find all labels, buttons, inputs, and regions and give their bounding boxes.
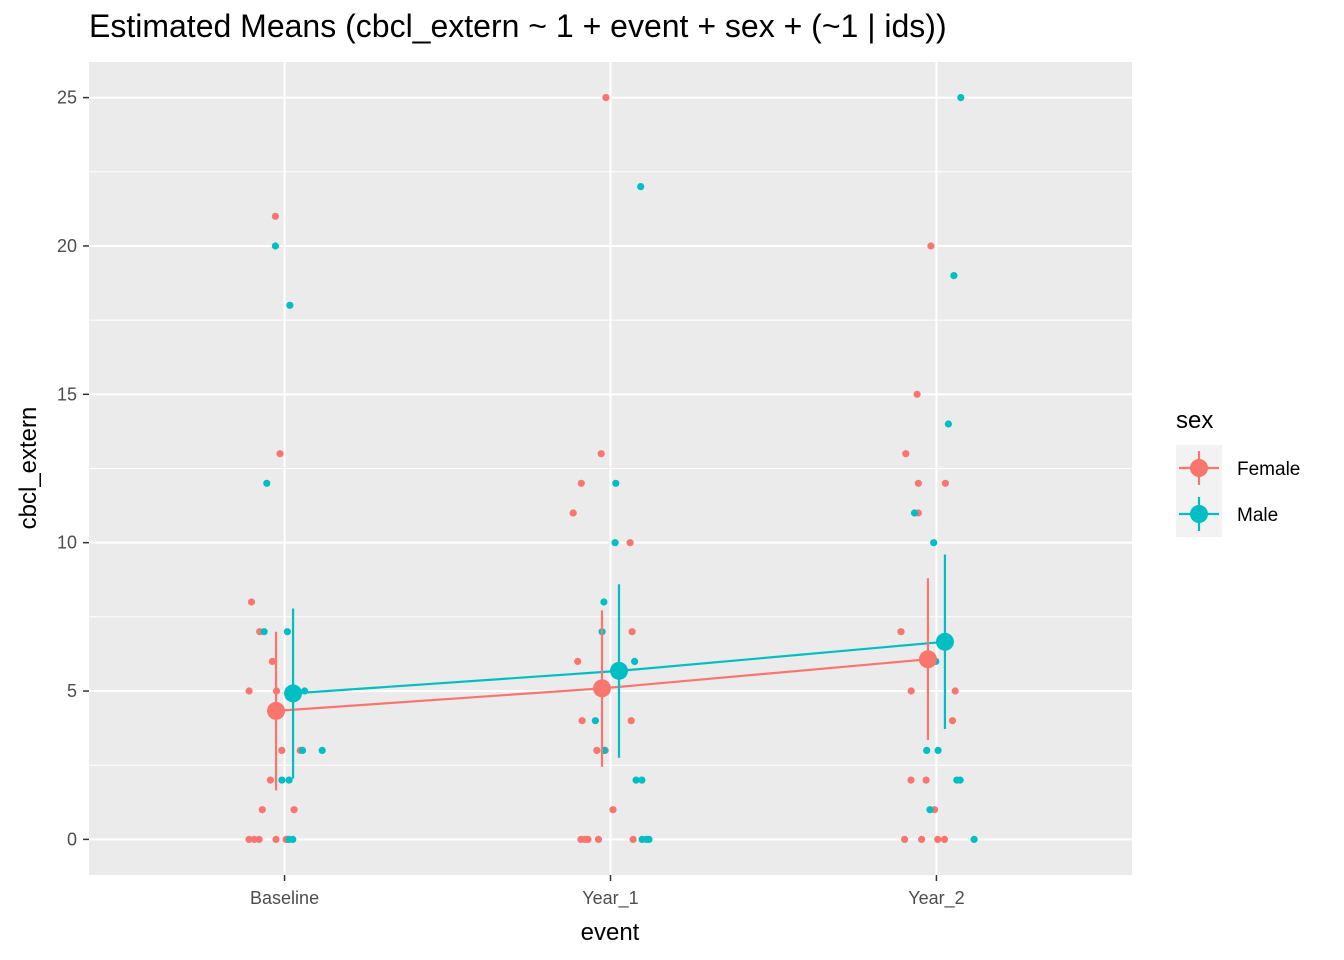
- x-tick-label: Year_2: [908, 888, 964, 909]
- raw-point-male: [283, 628, 291, 636]
- raw-point-male: [970, 835, 978, 844]
- raw-point-female: [577, 479, 585, 487]
- raw-point-female: [901, 835, 909, 844]
- raw-point-female: [951, 687, 959, 695]
- raw-point-female: [245, 835, 253, 844]
- raw-point-female: [913, 390, 921, 398]
- raw-point-female: [245, 687, 253, 695]
- mean-point-female: [267, 701, 286, 720]
- mean-point-male: [284, 684, 303, 703]
- raw-point-female: [948, 717, 957, 725]
- y-tick-label: 10: [57, 533, 77, 553]
- raw-point-female: [268, 657, 276, 666]
- legend-key-point: [1190, 505, 1208, 523]
- raw-point-female: [271, 212, 279, 220]
- raw-point-male: [285, 776, 293, 784]
- legend: sex Female Male: [1176, 407, 1300, 537]
- raw-point-male: [638, 835, 646, 844]
- raw-point-female: [627, 717, 635, 725]
- raw-point-male: [318, 746, 326, 755]
- y-tick-label: 0: [67, 829, 77, 849]
- raw-point-male: [956, 776, 964, 784]
- legend-key-point: [1190, 459, 1208, 477]
- raw-point-female: [569, 509, 577, 517]
- raw-point-male: [611, 539, 619, 547]
- raw-point-female: [907, 776, 915, 784]
- raw-point-female: [602, 94, 610, 102]
- raw-point-male: [930, 539, 938, 547]
- legend-title: sex: [1176, 407, 1213, 434]
- raw-point-male: [923, 746, 931, 755]
- mean-point-female: [918, 650, 937, 669]
- x-axis: Baseline Year_1 Year_2: [250, 875, 965, 909]
- raw-point-male: [910, 509, 919, 517]
- raw-point-male: [638, 776, 646, 784]
- raw-point-female: [940, 835, 949, 844]
- y-tick-label: 15: [57, 384, 77, 404]
- raw-point-female: [597, 450, 605, 458]
- y-axis: 0 5 10 15 20 25: [57, 88, 89, 849]
- x-axis-title: event: [581, 919, 640, 946]
- raw-point-female: [578, 717, 586, 725]
- raw-point-female: [918, 835, 926, 844]
- raw-point-female: [581, 835, 589, 844]
- raw-point-male: [260, 628, 268, 636]
- raw-point-female: [266, 776, 274, 784]
- raw-point-male: [950, 272, 958, 280]
- raw-point-female: [574, 657, 582, 666]
- raw-point-male: [278, 776, 286, 784]
- raw-point-female: [276, 450, 284, 458]
- raw-point-male: [285, 835, 293, 844]
- raw-point-male: [271, 242, 279, 250]
- mean-point-male: [935, 632, 954, 651]
- raw-point-female: [250, 835, 258, 844]
- raw-point-female: [907, 687, 915, 695]
- y-axis-title: cbcl_extern: [15, 407, 42, 530]
- raw-point-female: [914, 479, 923, 487]
- raw-point-male: [263, 479, 271, 487]
- raw-point-female: [593, 746, 601, 755]
- raw-point-male: [926, 806, 934, 814]
- raw-point-male: [957, 94, 965, 102]
- raw-point-male: [637, 183, 645, 191]
- raw-point-female: [278, 746, 286, 755]
- raw-point-female: [934, 835, 942, 844]
- raw-point-female: [609, 806, 617, 814]
- raw-point-female: [594, 835, 603, 844]
- mean-point-male: [610, 661, 628, 680]
- raw-point-male: [632, 776, 640, 784]
- y-tick-label: 20: [57, 236, 77, 256]
- raw-point-female: [897, 628, 905, 636]
- raw-point-female: [927, 242, 935, 250]
- raw-point-female: [941, 479, 950, 487]
- x-tick-label: Baseline: [250, 888, 319, 908]
- raw-point-male: [298, 746, 307, 755]
- raw-point-female: [290, 806, 298, 814]
- y-tick-label: 25: [57, 88, 77, 108]
- raw-point-male: [600, 598, 608, 606]
- raw-point-female: [272, 835, 280, 844]
- raw-point-male: [631, 657, 639, 666]
- legend-label: Female: [1237, 459, 1300, 480]
- raw-point-female: [629, 835, 637, 844]
- raw-point-male: [286, 301, 294, 309]
- raw-point-male: [612, 479, 620, 487]
- raw-point-male: [591, 717, 600, 725]
- raw-point-female: [626, 539, 634, 547]
- x-tick-label: Year_1: [582, 888, 638, 909]
- raw-points: [245, 94, 978, 844]
- y-tick-label: 5: [67, 681, 77, 701]
- mean-point-female: [593, 679, 611, 698]
- raw-point-female: [258, 806, 266, 814]
- raw-point-female: [247, 598, 256, 606]
- raw-point-male: [934, 746, 942, 755]
- raw-point-female: [922, 776, 930, 784]
- chart-title: Estimated Means (cbcl_extern ~ 1 + event…: [89, 8, 947, 44]
- mean-points: [267, 632, 954, 720]
- raw-point-female: [902, 450, 910, 458]
- raw-point-female: [628, 628, 636, 636]
- raw-point-male: [944, 420, 953, 428]
- legend-label: Male: [1237, 505, 1278, 526]
